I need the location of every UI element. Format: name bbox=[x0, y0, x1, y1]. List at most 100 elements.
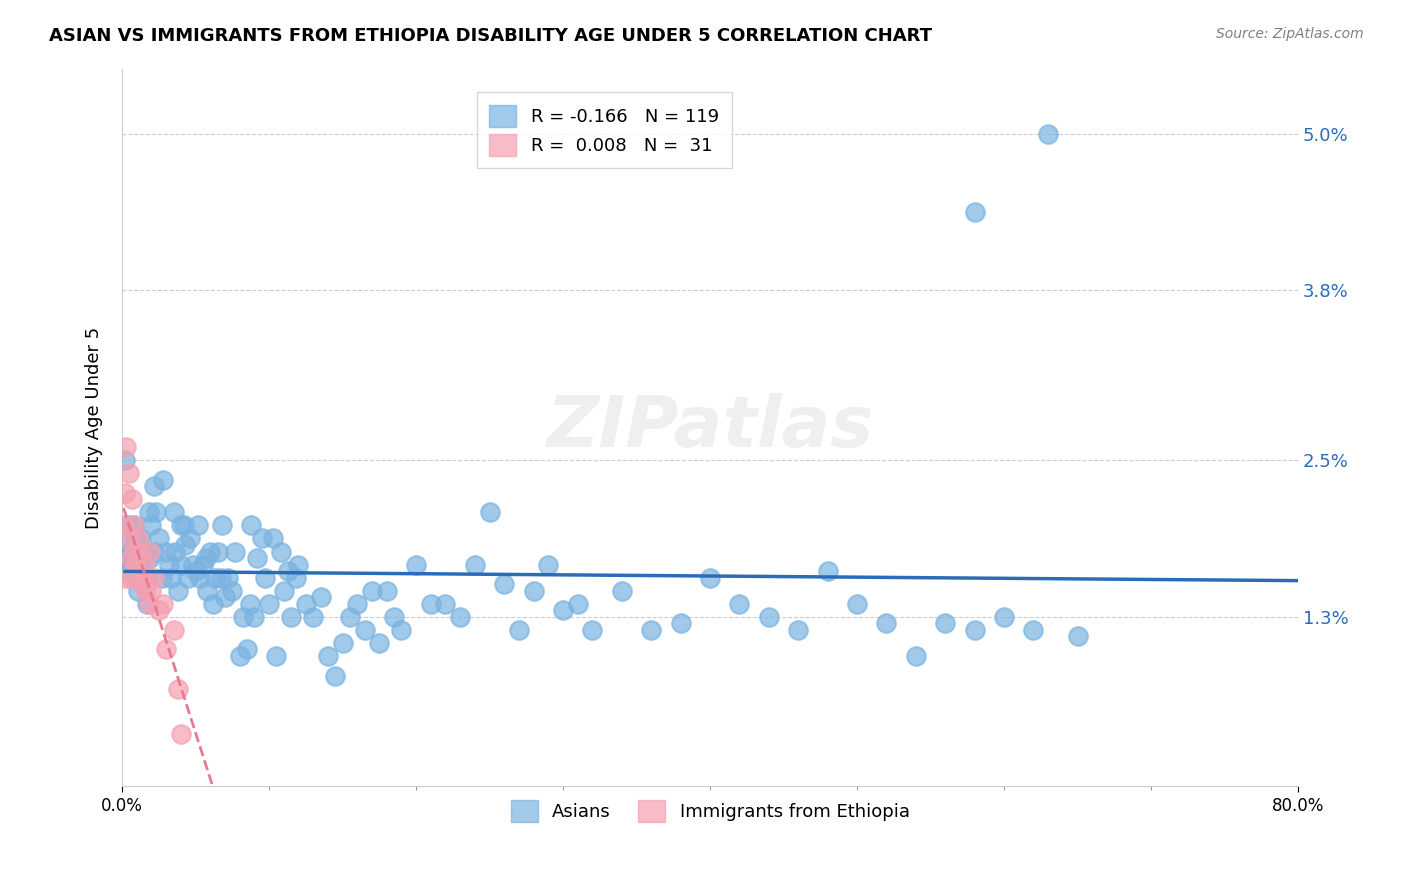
Asians bbox=[346, 597, 368, 611]
Asians bbox=[508, 623, 530, 637]
Asians bbox=[173, 518, 195, 533]
Immigrants from Ethiopia bbox=[122, 544, 145, 558]
Asians bbox=[419, 597, 441, 611]
Asians bbox=[284, 571, 307, 585]
Asians bbox=[640, 623, 662, 637]
Asians bbox=[239, 597, 262, 611]
Asians bbox=[214, 591, 236, 605]
Asians bbox=[581, 623, 603, 637]
Immigrants from Ethiopia bbox=[167, 681, 190, 696]
Asians bbox=[135, 571, 157, 585]
Asians bbox=[118, 518, 141, 533]
Asians bbox=[194, 551, 217, 566]
Immigrants from Ethiopia bbox=[135, 583, 157, 598]
Asians bbox=[157, 558, 180, 572]
Asians bbox=[155, 544, 177, 558]
Asians bbox=[188, 571, 211, 585]
Asians bbox=[240, 518, 263, 533]
Asians bbox=[567, 597, 589, 611]
Immigrants from Ethiopia bbox=[121, 492, 143, 507]
Asians bbox=[309, 591, 332, 605]
Asians bbox=[187, 518, 209, 533]
Asians bbox=[174, 538, 197, 552]
Asians bbox=[478, 505, 501, 519]
Asians bbox=[323, 668, 346, 682]
Asians bbox=[243, 609, 266, 624]
Asians bbox=[114, 453, 136, 467]
Asians bbox=[132, 544, 155, 558]
Asians bbox=[139, 551, 162, 566]
Asians bbox=[170, 518, 193, 533]
Asians bbox=[270, 544, 292, 558]
Asians bbox=[236, 642, 259, 657]
Asians bbox=[253, 571, 276, 585]
Immigrants from Ethiopia bbox=[124, 558, 146, 572]
Asians bbox=[375, 583, 398, 598]
Immigrants from Ethiopia bbox=[128, 571, 150, 585]
Asians bbox=[699, 571, 721, 585]
Asians bbox=[551, 603, 574, 617]
Immigrants from Ethiopia bbox=[120, 551, 142, 566]
Asians bbox=[148, 532, 170, 546]
Asians bbox=[191, 558, 214, 572]
Asians bbox=[728, 597, 751, 611]
Immigrants from Ethiopia bbox=[170, 727, 193, 741]
Immigrants from Ethiopia bbox=[152, 597, 174, 611]
Immigrants from Ethiopia bbox=[129, 544, 152, 558]
Asians bbox=[368, 636, 391, 650]
Asians bbox=[179, 532, 201, 546]
Immigrants from Ethiopia bbox=[118, 466, 141, 480]
Asians bbox=[464, 558, 486, 572]
Asians bbox=[125, 544, 148, 558]
Asians bbox=[787, 623, 810, 637]
Asians bbox=[145, 505, 167, 519]
Asians bbox=[181, 558, 204, 572]
Asians bbox=[537, 558, 560, 572]
Asians bbox=[277, 564, 299, 578]
Asians bbox=[217, 571, 239, 585]
Immigrants from Ethiopia bbox=[117, 532, 139, 546]
Immigrants from Ethiopia bbox=[143, 571, 166, 585]
Asians bbox=[224, 544, 246, 558]
Asians bbox=[405, 558, 427, 572]
Asians bbox=[143, 479, 166, 493]
Asians bbox=[232, 609, 254, 624]
Asians bbox=[209, 571, 232, 585]
Asians bbox=[361, 583, 384, 598]
Asians bbox=[136, 597, 159, 611]
Y-axis label: Disability Age Under 5: Disability Age Under 5 bbox=[86, 326, 103, 529]
Legend: Asians, Immigrants from Ethiopia: Asians, Immigrants from Ethiopia bbox=[498, 788, 922, 835]
Asians bbox=[117, 564, 139, 578]
Asians bbox=[121, 558, 143, 572]
Asians bbox=[295, 597, 318, 611]
Immigrants from Ethiopia bbox=[131, 577, 153, 591]
Immigrants from Ethiopia bbox=[129, 571, 152, 585]
Asians bbox=[184, 564, 207, 578]
Asians bbox=[170, 558, 193, 572]
Asians bbox=[162, 505, 184, 519]
Asians bbox=[257, 597, 280, 611]
Asians bbox=[143, 544, 166, 558]
Asians bbox=[202, 597, 225, 611]
Immigrants from Ethiopia bbox=[155, 642, 177, 657]
Asians bbox=[287, 558, 309, 572]
Asians bbox=[132, 577, 155, 591]
Immigrants from Ethiopia bbox=[114, 485, 136, 500]
Asians bbox=[177, 571, 200, 585]
Asians bbox=[150, 571, 173, 585]
Asians bbox=[122, 518, 145, 533]
Asians bbox=[332, 636, 354, 650]
Asians bbox=[167, 583, 190, 598]
Asians bbox=[817, 564, 839, 578]
Asians bbox=[934, 616, 956, 631]
Asians bbox=[228, 648, 250, 663]
Asians bbox=[200, 544, 222, 558]
Asians bbox=[204, 571, 226, 585]
Asians bbox=[993, 609, 1015, 624]
Asians bbox=[273, 583, 295, 598]
Asians bbox=[339, 609, 361, 624]
Immigrants from Ethiopia bbox=[115, 440, 138, 454]
Asians bbox=[127, 583, 149, 598]
Immigrants from Ethiopia bbox=[139, 544, 162, 558]
Asians bbox=[128, 558, 150, 572]
